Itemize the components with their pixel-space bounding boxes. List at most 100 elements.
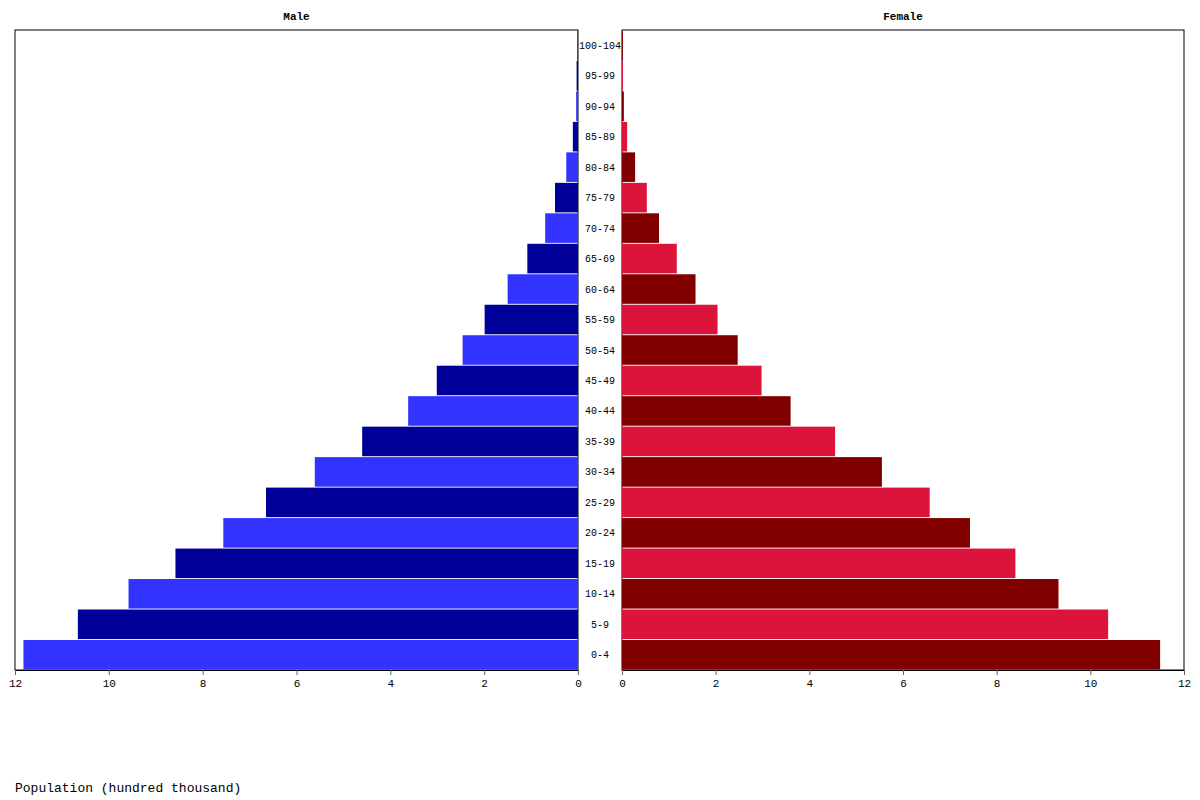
bar — [622, 152, 635, 182]
bar — [23, 640, 578, 670]
tick: 2 — [713, 670, 720, 690]
bar — [622, 305, 718, 335]
bar — [622, 610, 1108, 640]
category-label: 90-94 — [585, 102, 615, 113]
category-label: 30-34 — [585, 467, 615, 478]
tick: 6 — [900, 670, 907, 690]
tick: 4 — [807, 670, 814, 690]
tick-mark — [809, 670, 810, 675]
bar — [362, 427, 578, 457]
category-label: 15-19 — [585, 559, 615, 570]
bar — [622, 518, 970, 548]
bar — [622, 91, 624, 121]
category-label: 50-54 — [585, 346, 615, 357]
bar — [622, 366, 762, 396]
category-label: 80-84 — [585, 163, 615, 174]
tick: 8 — [200, 670, 207, 690]
category-label: 35-39 — [585, 437, 615, 448]
plot-frame — [622, 30, 1184, 670]
bar — [622, 457, 882, 487]
bar — [527, 244, 578, 274]
tick-label: 4 — [807, 678, 814, 690]
bar — [622, 549, 1015, 579]
bar — [577, 61, 578, 91]
bar — [622, 274, 696, 304]
tick-mark — [484, 670, 485, 675]
category-label: 10-14 — [585, 589, 615, 600]
bars — [23, 30, 578, 669]
bar — [437, 366, 578, 396]
tick: 6 — [294, 670, 301, 690]
bar — [622, 579, 1058, 609]
tick-mark — [578, 670, 579, 675]
tick-label: 6 — [294, 678, 301, 690]
tick-label: 8 — [994, 678, 1001, 690]
bar — [622, 213, 659, 243]
bar — [408, 396, 578, 426]
tick: 2 — [481, 670, 488, 690]
tick-label: 8 — [200, 678, 207, 690]
bar — [129, 579, 578, 609]
plot-frame — [15, 30, 578, 670]
tick-label: 0 — [619, 678, 626, 690]
tick-label: 10 — [103, 678, 116, 690]
bar — [485, 305, 578, 335]
bar — [622, 61, 623, 91]
bar — [555, 183, 578, 213]
tick: 12 — [1178, 670, 1191, 690]
bar — [577, 30, 578, 60]
tick-mark — [109, 670, 110, 675]
bar — [508, 274, 578, 304]
tick-mark — [203, 670, 204, 675]
bar — [315, 457, 578, 487]
x-axis: 0 2 4 6 8 10 12 — [9, 670, 582, 690]
tick-mark — [622, 670, 623, 675]
tick-mark — [903, 670, 904, 675]
panel-title: Male — [283, 11, 310, 23]
tick: 0 — [575, 670, 582, 690]
tick-mark — [1090, 670, 1091, 675]
x-axis: 0 2 4 6 8 10 12 — [619, 670, 1191, 690]
tick-label: 12 — [9, 678, 22, 690]
category-label: 70-74 — [585, 224, 615, 235]
tick-label: 10 — [1084, 678, 1097, 690]
tick: 10 — [103, 670, 116, 690]
tick-mark — [1184, 670, 1185, 675]
bar — [622, 183, 647, 213]
bar — [622, 488, 930, 518]
bar — [622, 335, 738, 365]
tick: 8 — [994, 670, 1001, 690]
tick-label: 0 — [575, 678, 582, 690]
bar — [566, 152, 578, 182]
category-label: 45-49 — [585, 376, 615, 387]
tick: 12 — [9, 670, 22, 690]
category-label: 40-44 — [585, 406, 615, 417]
tick: 10 — [1084, 670, 1097, 690]
bar — [545, 213, 578, 243]
tick-label: 2 — [713, 678, 720, 690]
category-label: 55-59 — [585, 315, 615, 326]
axis-line — [623, 671, 1185, 676]
tick: 4 — [388, 670, 395, 690]
bar — [622, 30, 623, 60]
bar — [622, 640, 1160, 670]
chart: 024681012Male024681012Female0-45-910-141… — [0, 0, 1200, 800]
bars — [622, 30, 1160, 669]
tick-label: 12 — [1178, 678, 1191, 690]
category-label: 75-79 — [585, 193, 615, 204]
axis-line — [16, 671, 579, 676]
bar — [622, 122, 627, 152]
bar — [573, 122, 578, 152]
panel-title: Female — [883, 11, 923, 23]
bar — [78, 610, 578, 640]
bar — [622, 244, 677, 274]
category-label: 100-104 — [579, 41, 621, 52]
tick-mark — [297, 670, 298, 675]
tick-mark — [15, 670, 16, 675]
category-label: 85-89 — [585, 132, 615, 143]
axis-title: Population (hundred thousand) — [15, 781, 241, 796]
tick-label: 4 — [388, 678, 395, 690]
category-label: 60-64 — [585, 285, 615, 296]
bar — [576, 91, 578, 121]
category-label: 20-24 — [585, 528, 615, 539]
